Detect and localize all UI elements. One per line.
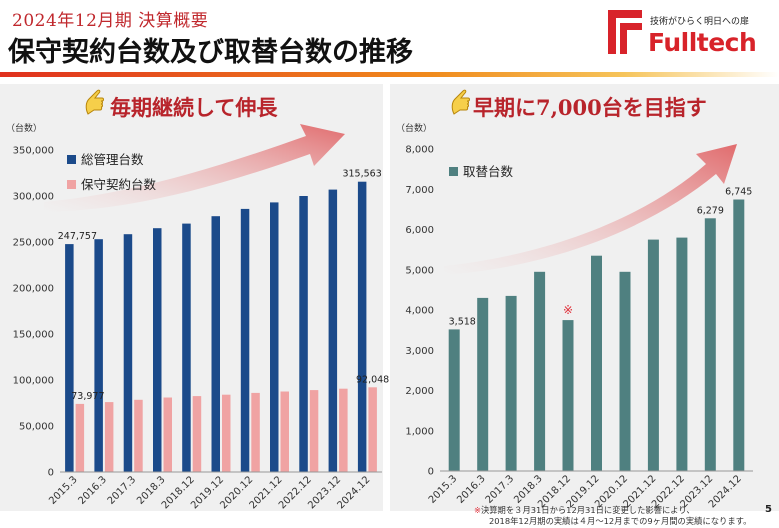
data-label: 6,745 — [725, 187, 752, 198]
bar-primary — [211, 216, 220, 472]
bar-primary — [733, 199, 745, 471]
bar-primary — [270, 202, 279, 472]
left-chart-panel: 毎期継続して伸長 （台数） 0 50,000 100,000 150,000 200,00… — [0, 84, 389, 511]
bar-primary — [299, 196, 308, 472]
y-tick-label: 0 — [48, 468, 54, 479]
y-axis-unit-label: （台数） — [396, 122, 432, 134]
bar-primary — [182, 223, 191, 472]
y-tick-label: 350,000 — [13, 146, 54, 157]
y-tick-label: 0 — [428, 467, 434, 478]
bar-primary — [534, 271, 546, 471]
title-underline — [0, 72, 779, 77]
bar-primary — [65, 244, 74, 472]
bar-primary — [562, 320, 574, 471]
bar-primary — [153, 228, 162, 472]
y-tick-label: 150,000 — [13, 330, 54, 341]
logo-wordmark: Fulltech — [648, 28, 757, 57]
logo-mark-icon — [608, 10, 642, 54]
x-tick-label: 2017.3 — [484, 473, 517, 506]
bar-secondary — [75, 403, 85, 472]
pointing-hand-icon — [85, 89, 104, 115]
page-subtitle: 2024年12月期 決算概要 — [12, 11, 209, 31]
data-label: 6,279 — [697, 205, 724, 216]
y-tick-label: 300,000 — [13, 192, 54, 203]
y-tick-label: 50,000 — [19, 422, 54, 433]
bar-primary — [619, 271, 631, 471]
bar-primary — [94, 239, 103, 472]
page-number: 5 — [765, 504, 772, 515]
bar-primary — [647, 239, 659, 471]
y-tick-label: 100,000 — [13, 376, 54, 387]
legend-swatch — [449, 167, 458, 176]
x-tick-label: 2017.3 — [106, 474, 139, 507]
bar-primary — [591, 255, 602, 471]
bar-secondary — [309, 390, 319, 472]
x-tick-label: 2015.3 — [427, 473, 460, 506]
bar-primary — [240, 208, 250, 472]
bar-secondary — [280, 391, 289, 472]
bar-primary — [328, 189, 338, 472]
right-chart-panel: 早期に7,000台を目指す （台数） 0 1,000 2,000 3,000 4,000 5… — [390, 84, 779, 511]
y-tick-label: 250,000 — [13, 238, 54, 249]
note-marker: ※ — [563, 303, 573, 317]
y-tick-label: 2,000 — [405, 386, 434, 397]
bar-primary — [357, 181, 367, 472]
y-tick-label: 3,000 — [405, 346, 434, 357]
y-tick-label: 7,000 — [405, 185, 434, 196]
right-panel-headline: 早期に7,000台を目指す — [473, 95, 707, 120]
company-logo: 技術がひらく明日への扉 Fulltech — [608, 8, 773, 64]
y-tick-label: 200,000 — [13, 284, 54, 295]
x-tick-label: 2015.3 — [47, 474, 80, 507]
bar-primary — [505, 295, 517, 471]
page-title: 保守契約台数及び取替台数の推移 — [8, 37, 413, 68]
bar-primary — [477, 297, 489, 471]
bar-secondary — [339, 388, 348, 472]
bar-secondary — [192, 396, 202, 472]
bar-primary — [704, 218, 716, 471]
data-label: 3,518 — [449, 316, 476, 327]
footnote-line-1: 決算期を３月31日から12月31日に変更した影響により、 — [480, 505, 695, 515]
footnote-line-2: 2018年12月期の実績は４月～12月までの9ヶ月間の実績になります。 — [489, 516, 752, 526]
trend-arrow — [444, 144, 737, 275]
left-panel-headline: 毎期継続して伸長 — [110, 95, 278, 120]
legend-swatch — [67, 180, 76, 189]
data-label: 315,563 — [342, 169, 381, 180]
y-tick-label: 8,000 — [405, 145, 434, 156]
legend-label: 保守契約台数 — [81, 177, 157, 192]
legend-swatch — [67, 155, 76, 164]
data-label: 247,757 — [58, 231, 97, 242]
bar-secondary — [251, 392, 260, 472]
bar-secondary — [368, 387, 377, 472]
y-tick-label: 6,000 — [405, 225, 434, 236]
bar-secondary — [163, 397, 172, 472]
trend-arrow — [44, 124, 345, 212]
replacement-units-chart: （台数） 0 1,000 2,000 3,000 4,000 5,000 6,000 7,000… — [396, 122, 753, 510]
data-label: 73,977 — [71, 391, 104, 402]
bar-secondary — [134, 399, 143, 472]
legend-label: 総管理台数 — [81, 152, 144, 167]
x-tick-label: 2016.3 — [77, 474, 110, 507]
bar-primary — [123, 234, 133, 472]
bar-secondary — [222, 394, 231, 472]
footnote-mark: ※ — [474, 505, 481, 515]
bar-primary — [448, 329, 460, 471]
legend-label: 取替台数 — [463, 164, 514, 179]
y-tick-label: 5,000 — [405, 265, 434, 276]
y-tick-label: 4,000 — [405, 306, 434, 317]
bar-primary — [676, 237, 688, 471]
data-label: 92,048 — [356, 374, 389, 385]
pointing-hand-icon — [451, 89, 470, 115]
footnote: ※決算期を３月31日から12月31日に変更した影響により、 2018年12月期の… — [474, 505, 751, 527]
bar-secondary — [104, 402, 114, 472]
y-axis-unit-label: （台数） — [6, 122, 42, 134]
x-tick-label: 2024.12 — [335, 474, 372, 511]
y-tick-label: 1,000 — [405, 426, 434, 437]
x-tick-label: 2016.3 — [455, 473, 488, 506]
logo-tagline: 技術がひらく明日への扉 — [650, 17, 750, 27]
contract-units-chart: （台数） 0 50,000 100,000 150,000 200,000 250,000 3… — [6, 122, 389, 511]
